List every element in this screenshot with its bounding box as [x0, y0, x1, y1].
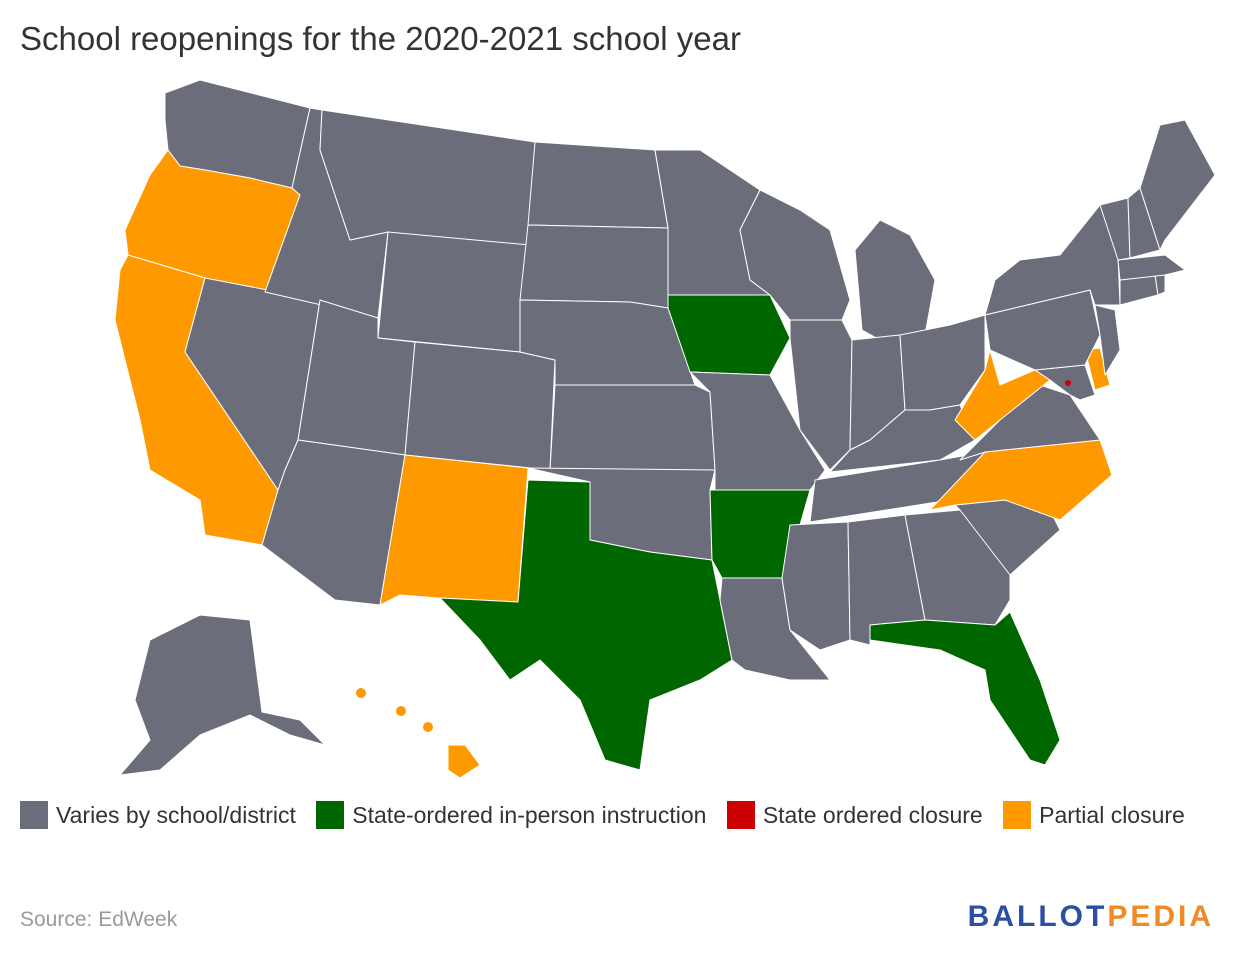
us-map — [114, 79, 1216, 779]
state-HI-maui — [423, 722, 433, 732]
state-KS[interactable] — [549, 384, 716, 471]
state-TX[interactable] — [439, 479, 733, 771]
state-HI-oahu — [396, 706, 406, 716]
state-ND[interactable] — [527, 141, 669, 229]
state-FL[interactable] — [869, 611, 1061, 766]
state-ME[interactable] — [1139, 119, 1216, 251]
state-HI-kauai — [356, 688, 366, 698]
state-DE[interactable] — [1084, 347, 1111, 391]
logo-part-2: PEDIA — [1107, 900, 1214, 933]
state-WY[interactable] — [377, 231, 531, 353]
legend-label-partial: Partial closure — [1039, 802, 1185, 828]
legend: Varies by school/district State-ordered … — [20, 798, 1200, 832]
legend-item-partial: Partial closure — [1003, 801, 1185, 829]
legend-swatch-varies — [20, 801, 48, 829]
chart-title: School reopenings for the 2020-2021 scho… — [20, 20, 741, 57]
state-MI[interactable] — [854, 219, 936, 341]
ballotpedia-logo: BALLOTPEDIA — [968, 900, 1214, 934]
state-NC[interactable] — [929, 439, 1113, 521]
state-MS[interactable] — [781, 521, 851, 651]
state-CO[interactable] — [404, 341, 556, 471]
legend-label-varies: Varies by school/district — [56, 802, 296, 828]
state-AK[interactable] — [119, 614, 326, 776]
legend-swatch-partial — [1003, 801, 1032, 829]
legend-swatch-closure — [726, 801, 755, 829]
state-NY[interactable] — [984, 204, 1121, 316]
source-note: Source: EdWeek — [20, 908, 178, 931]
state-KY[interactable] — [829, 404, 976, 473]
legend-item-varies: Varies by school/district — [20, 801, 296, 829]
legend-item-in-person: State-ordered in-person instruction — [316, 801, 707, 829]
legend-label-closure: State ordered closure — [762, 802, 983, 828]
state-IL[interactable] — [789, 319, 853, 471]
legend-swatch-in-person — [316, 801, 345, 829]
state-HI[interactable] — [447, 744, 481, 779]
state-NJ[interactable] — [1094, 304, 1121, 376]
state-SD[interactable] — [519, 224, 669, 309]
state-DC[interactable] — [1065, 380, 1071, 386]
legend-item-closure: State ordered closure — [726, 801, 983, 829]
logo-part-1: BALLOT — [967, 900, 1108, 933]
state-WI[interactable] — [739, 189, 851, 321]
state-MA[interactable] — [1117, 254, 1186, 281]
legend-label-in-person: State-ordered in-person instruction — [352, 802, 707, 828]
state-NM[interactable] — [379, 454, 529, 606]
